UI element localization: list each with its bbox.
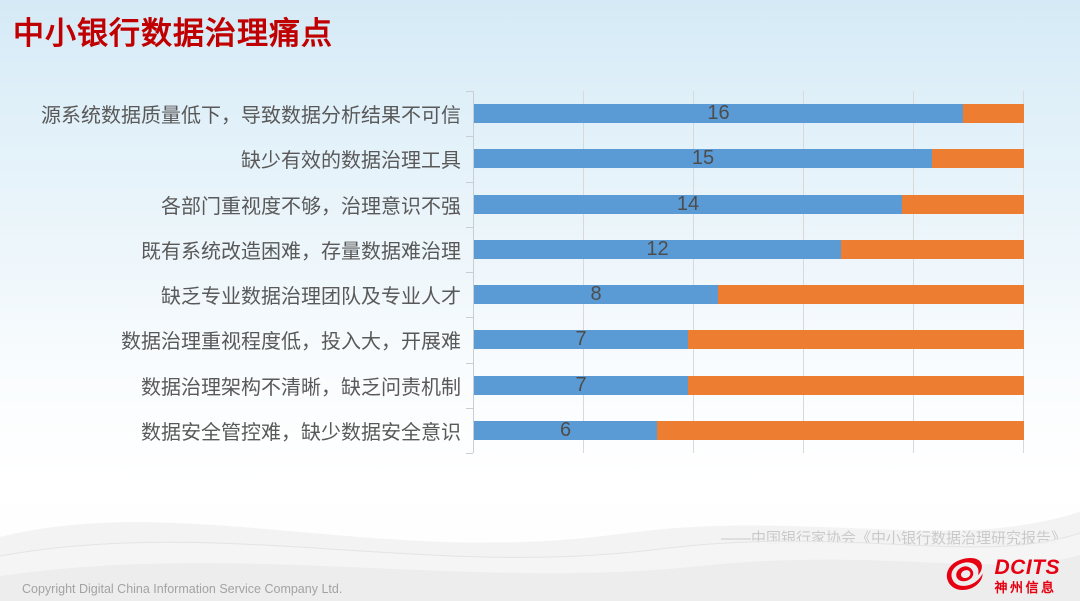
bar-segment-orange (688, 375, 1024, 395)
category-label: 缺少有效的数据治理工具 (241, 150, 461, 173)
category-label: 数据安全管控难，缺少数据安全意识 (141, 421, 461, 444)
slide-title: 中小银行数据治理痛点 (13, 16, 333, 51)
stacked-bar: 7 (474, 328, 1024, 351)
stacked-bar: 7 (474, 373, 1024, 396)
bar-segment-orange (841, 239, 1024, 259)
bar-segment-orange (688, 330, 1024, 350)
axis-tick (466, 317, 473, 318)
data-label: 15 (691, 147, 715, 170)
bar-segment-blue (474, 285, 718, 305)
bar-segment-orange (657, 420, 1024, 440)
bar-segment-blue (474, 330, 688, 350)
axis-tick (466, 453, 473, 454)
bar-row: 缺乏专业数据治理团队及专业人才 8 (0, 272, 1026, 317)
category-label: 数据治理重视程度低，投入大，开展难 (121, 331, 461, 354)
dcits-brand-name: DCITS (994, 555, 1060, 579)
copyright-text: Copyright Digital China Information Serv… (22, 582, 343, 596)
bar-row: 数据安全管控难，缺少数据安全意识 6 (0, 408, 1026, 453)
stacked-bar: 15 (474, 147, 1024, 170)
vertical-gridline (913, 91, 914, 453)
stacked-bar: 8 (474, 283, 1024, 306)
dcits-swirl-icon (946, 557, 983, 591)
axis-tick (466, 363, 473, 364)
stacked-bar: 6 (474, 418, 1024, 441)
category-axis-line (473, 91, 474, 453)
bar-segment-orange (963, 104, 1024, 124)
category-label: 源系统数据质量低下，导致数据分析结果不可信 (41, 105, 461, 128)
category-label: 数据治理架构不清晰，缺乏问责机制 (141, 376, 461, 399)
axis-tick (466, 272, 473, 273)
vertical-gridline (693, 91, 694, 453)
bar-row: 数据治理重视程度低，投入大，开展难 7 (0, 317, 1026, 362)
axis-tick (466, 91, 473, 92)
bar-segment-blue (474, 420, 657, 440)
bar-segment-blue (474, 104, 963, 124)
dcits-brand-name-cn: 神州信息 (994, 579, 1057, 595)
data-label: 16 (707, 102, 730, 125)
vertical-gridline (803, 91, 804, 453)
axis-tick (466, 408, 473, 409)
bar-row: 缺少有效的数据治理工具 15 (0, 136, 1026, 181)
vertical-gridline (1023, 91, 1024, 453)
bar-row: 数据治理架构不清晰，缺乏问责机制 7 (0, 363, 1026, 408)
bar-row: 源系统数据质量低下，导致数据分析结果不可信 16 (0, 91, 1026, 136)
dcits-logo: DCITS 神州信息 (943, 554, 1061, 596)
bar-segment-blue (474, 375, 688, 395)
data-label: 14 (676, 192, 700, 215)
axis-tick (466, 227, 473, 228)
category-label: 各部门重视度不够，治理意识不强 (161, 195, 461, 218)
data-label: 7 (575, 328, 587, 351)
axis-tick (466, 136, 473, 137)
pain-points-bar-chart: 源系统数据质量低下，导致数据分析结果不可信 16 缺少有效的数据治理工具 15 各部门重… (0, 91, 1026, 454)
source-citation: ——中国银行家协会《中小银行数据治理研究报告》 (720, 530, 1066, 547)
bar-segment-blue (474, 239, 841, 259)
category-label: 缺乏专业数据治理团队及专业人才 (161, 286, 461, 309)
bar-segment-blue (474, 149, 932, 169)
data-label: 7 (575, 373, 587, 396)
stacked-bar: 14 (474, 192, 1024, 215)
vertical-gridline (583, 91, 584, 453)
axis-tick (466, 182, 473, 183)
bar-segment-orange (718, 285, 1024, 305)
bar-segment-blue (474, 194, 902, 214)
dcits-logo-text: DCITS 神州信息 (995, 557, 1061, 594)
bar-segment-orange (932, 149, 1024, 169)
bar-row: 各部门重视度不够，治理意识不强 14 (0, 182, 1026, 227)
bar-segment-orange (902, 194, 1024, 214)
data-label: 8 (590, 283, 602, 306)
data-label: 6 (559, 418, 572, 441)
bar-row: 既有系统改造困难，存量数据难治理 12 (0, 227, 1026, 272)
category-label: 既有系统改造困难，存量数据难治理 (141, 240, 461, 263)
stacked-bar: 12 (474, 237, 1024, 260)
stacked-bar: 16 (474, 102, 1024, 125)
data-label: 12 (646, 237, 669, 260)
